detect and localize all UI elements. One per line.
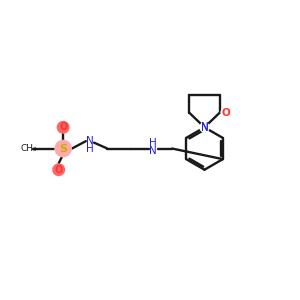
Text: H: H (149, 138, 157, 148)
Text: CH₃: CH₃ (21, 144, 38, 153)
Text: N: N (86, 136, 94, 146)
Text: N: N (149, 146, 157, 156)
Text: O: O (222, 108, 231, 118)
Circle shape (199, 122, 210, 133)
Text: H: H (86, 144, 94, 154)
Text: N: N (201, 123, 208, 133)
Text: N: N (201, 122, 208, 132)
Circle shape (54, 140, 72, 158)
Text: O: O (59, 122, 67, 132)
Text: O: O (55, 165, 63, 175)
Circle shape (220, 107, 232, 118)
Text: S: S (59, 143, 67, 154)
Circle shape (52, 163, 65, 176)
Circle shape (57, 121, 70, 134)
